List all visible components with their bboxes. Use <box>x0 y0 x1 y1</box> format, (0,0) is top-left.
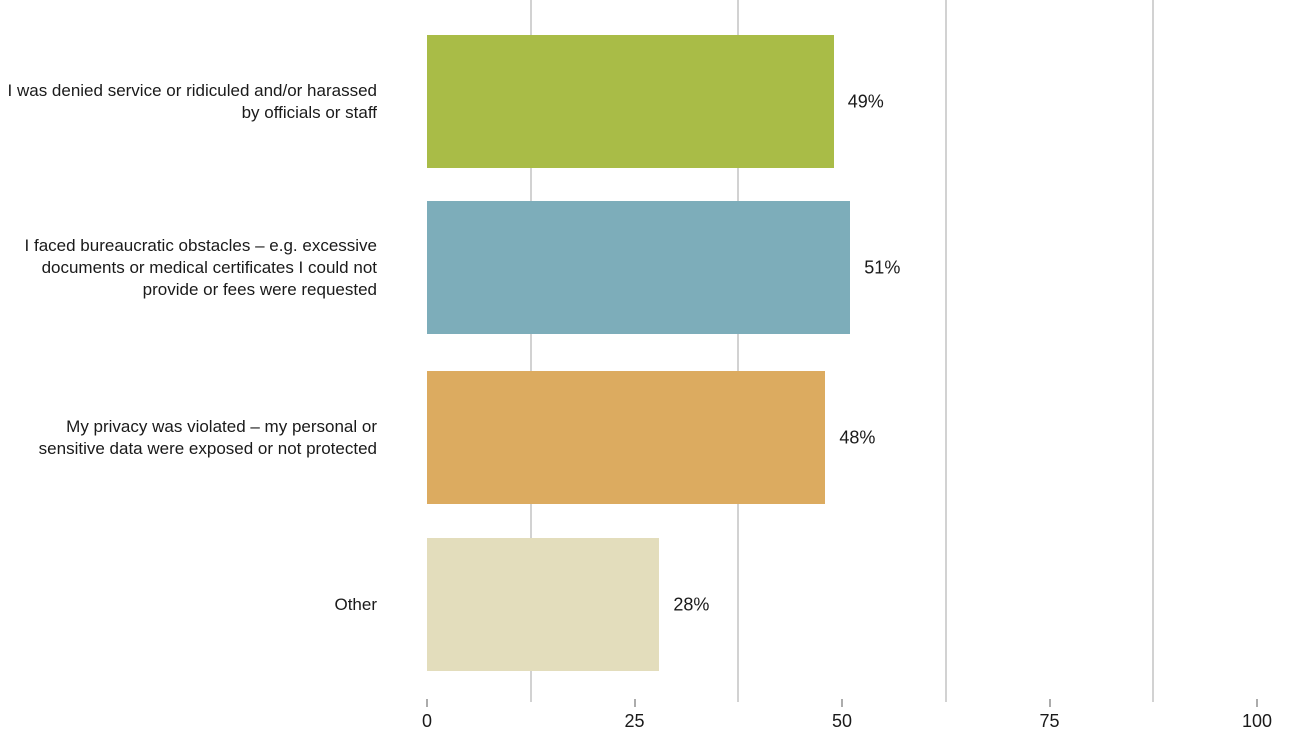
x-axis-tick <box>1048 699 1051 707</box>
x-axis-tick-label: 0 <box>421 711 433 731</box>
value-label: 49% <box>847 91 884 111</box>
bar <box>427 538 660 671</box>
category-label: I faced bureaucratic obstacles – e.g. ex… <box>24 235 377 299</box>
bar <box>427 371 826 504</box>
x-axis-tick <box>1256 699 1258 707</box>
x-axis-tick <box>426 699 428 707</box>
x-axis-tick <box>841 699 843 707</box>
x-axis-tick-label: 25 <box>624 711 645 731</box>
x-axis-tick <box>633 699 636 707</box>
minor-gridline <box>529 0 532 702</box>
minor-gridline <box>737 0 740 702</box>
minor-gridline <box>1152 0 1155 702</box>
minor-gridline <box>944 0 947 702</box>
value-label: 28% <box>673 594 710 614</box>
category-label: Other <box>334 594 377 614</box>
category-label: I was denied service or ridiculed and/or… <box>7 80 377 122</box>
bar <box>427 35 834 168</box>
value-label: 51% <box>864 257 901 277</box>
x-axis-tick-label: 75 <box>1039 711 1060 731</box>
category-label: My privacy was violated – my personal or… <box>38 416 377 458</box>
x-axis-tick-label: 50 <box>831 711 853 731</box>
value-label: 48% <box>839 427 876 447</box>
bar <box>427 201 851 334</box>
x-axis-tick-label: 100 <box>1241 711 1273 731</box>
